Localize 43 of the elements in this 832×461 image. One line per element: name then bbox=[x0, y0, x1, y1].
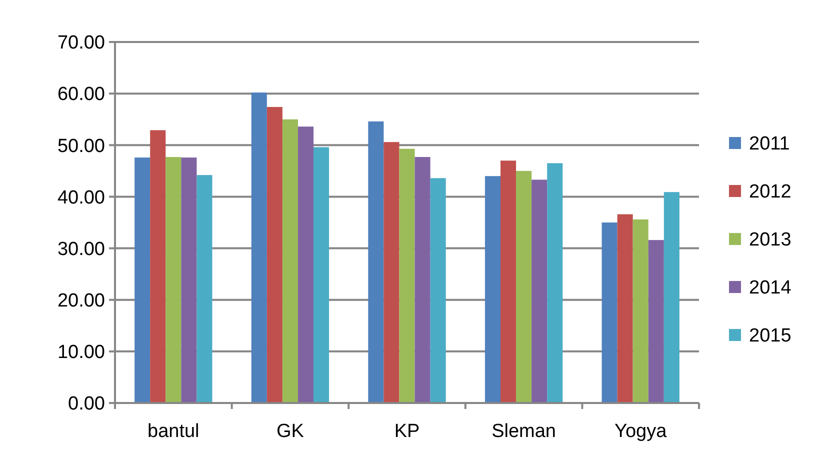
bar bbox=[181, 158, 197, 403]
y-tick-label: 50.00 bbox=[57, 136, 105, 157]
bar bbox=[266, 106, 282, 403]
bar bbox=[484, 176, 500, 403]
bar bbox=[516, 170, 532, 403]
bar bbox=[430, 178, 446, 403]
legend-label: 2015 bbox=[749, 326, 792, 347]
x-tick-label: Yogya bbox=[614, 421, 668, 442]
x-tick-label: Sleman bbox=[492, 421, 556, 442]
bar bbox=[196, 175, 212, 403]
y-tick-label: 70.00 bbox=[57, 32, 105, 54]
bar bbox=[632, 219, 648, 403]
bar bbox=[150, 130, 166, 403]
bar bbox=[547, 163, 563, 403]
bar bbox=[648, 240, 664, 403]
y-tick-label: 10.00 bbox=[57, 342, 105, 364]
bar bbox=[282, 119, 298, 403]
bar bbox=[298, 126, 314, 403]
bar bbox=[399, 148, 415, 403]
y-tick-label: 20.00 bbox=[57, 290, 105, 312]
bar bbox=[617, 214, 633, 403]
x-tick-label: GK bbox=[276, 421, 304, 442]
y-tick-label: 60.00 bbox=[57, 84, 105, 106]
x-tick-label: KP bbox=[394, 421, 420, 442]
bar bbox=[414, 157, 430, 403]
bar bbox=[368, 121, 384, 403]
x-tick-label: bantul bbox=[148, 421, 200, 442]
y-tick-label: 40.00 bbox=[57, 187, 105, 208]
bar bbox=[251, 92, 267, 403]
bar bbox=[314, 147, 330, 403]
bar bbox=[384, 142, 400, 403]
bar bbox=[134, 158, 150, 403]
y-tick-label: 30.00 bbox=[57, 238, 105, 260]
bar bbox=[532, 180, 548, 403]
legend-label: 2013 bbox=[749, 230, 792, 251]
bar bbox=[602, 222, 618, 403]
y-tick-label: 0.00 bbox=[68, 394, 105, 415]
legend-label: 2011 bbox=[749, 134, 790, 155]
legend-label: 2014 bbox=[749, 278, 792, 299]
bar bbox=[500, 160, 516, 403]
bar bbox=[166, 157, 182, 403]
legend-label: 2012 bbox=[749, 182, 792, 203]
bar bbox=[664, 192, 680, 403]
